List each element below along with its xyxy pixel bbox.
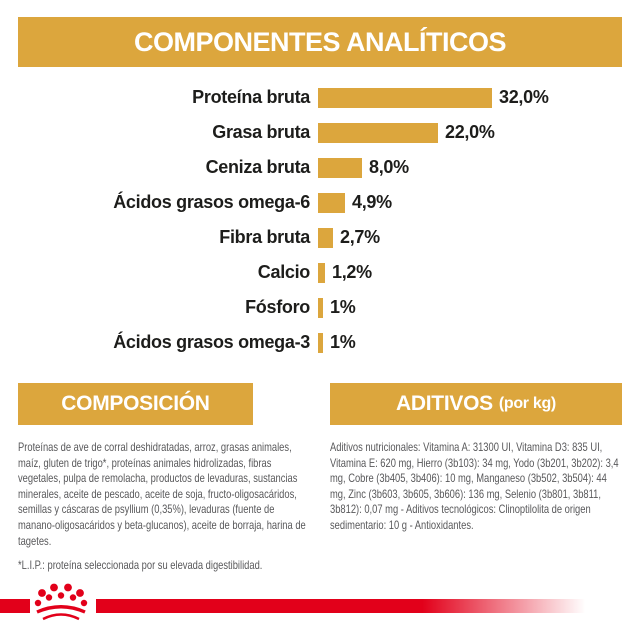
- additives-header: ADITIVOS (por kg): [330, 383, 622, 425]
- chart-bar: [318, 87, 492, 108]
- chart-category-label: Proteína bruta: [192, 87, 310, 107]
- chart-category-label: Fibra bruta: [219, 227, 310, 247]
- chart-row: Fibra bruta 2,7%: [18, 220, 622, 255]
- chart-category-label: Calcio: [257, 262, 311, 282]
- analytical-components-header: COMPONENTES ANALÍTICOS: [18, 17, 622, 67]
- additives-title-suffix: (por kg): [498, 395, 556, 412]
- footer-red-stripe-fading: [96, 599, 640, 613]
- composition-section: COMPOSICIÓN Proteínas de ave de corral d…: [18, 383, 310, 574]
- chart-category-label: Ácidos grasos omega-3: [113, 332, 310, 352]
- analytical-components-title: COMPONENTES ANALÍTICOS: [133, 26, 507, 57]
- chart-value-label: 8,0%: [369, 157, 409, 177]
- chart-bar: [318, 332, 323, 353]
- chart-row: Grasa bruta 22,0%: [18, 115, 622, 150]
- chart-bar: [318, 297, 323, 318]
- additives-title: ADITIVOS: [396, 392, 493, 415]
- chart-value-label: 4,9%: [352, 192, 392, 212]
- chart-value-label: 22,0%: [445, 122, 495, 142]
- lip-footnote: *L.I.P.: proteína seleccionada por su el…: [18, 558, 263, 573]
- composition-header: COMPOSICIÓN: [18, 383, 253, 425]
- footer-red-stripe-left: [0, 599, 30, 613]
- chart-bar: [318, 262, 325, 283]
- chart-value-label: 1%: [330, 332, 356, 352]
- chart-row: Ceniza bruta 8,0%: [18, 150, 622, 185]
- chart-value-label: 1%: [330, 297, 356, 317]
- analytical-components-bar-chart: Proteína bruta 32,0% Grasa bruta 22,0% Ceniz…: [18, 80, 622, 360]
- additives-section: ADITIVOS (por kg) Aditivos nutricionales…: [330, 383, 622, 534]
- chart-value-label: 32,0%: [499, 87, 549, 107]
- chart-category-label: Ceniza bruta: [205, 157, 311, 177]
- chart-bar: [318, 227, 333, 248]
- additives-body: Aditivos nutricionales: Vitamina A: 3130…: [330, 440, 619, 532]
- composition-title: COMPOSICIÓN: [61, 392, 210, 415]
- chart-bar: [318, 192, 345, 213]
- chart-bar: [318, 122, 438, 143]
- chart-row: Calcio 1,2%: [18, 255, 622, 290]
- chart-value-label: 2,7%: [340, 227, 380, 247]
- chart-category-label: Ácidos grasos omega-6: [113, 192, 310, 212]
- chart-value-label: 1,2%: [332, 262, 372, 282]
- chart-row: Fósforo 1%: [18, 290, 622, 325]
- chart-category-label: Fósforo: [245, 297, 310, 317]
- royal-canin-crown-icon: [34, 583, 88, 621]
- composition-body: Proteínas de ave de corral deshidratadas…: [18, 440, 306, 548]
- chart-bar: [318, 157, 362, 178]
- chart-row: Ácidos grasos omega-6 4,9%: [18, 185, 622, 220]
- chart-row: Ácidos grasos omega-3 1%: [18, 325, 622, 360]
- chart-row: Proteína bruta 32,0%: [18, 80, 622, 115]
- chart-category-label: Grasa bruta: [212, 122, 310, 142]
